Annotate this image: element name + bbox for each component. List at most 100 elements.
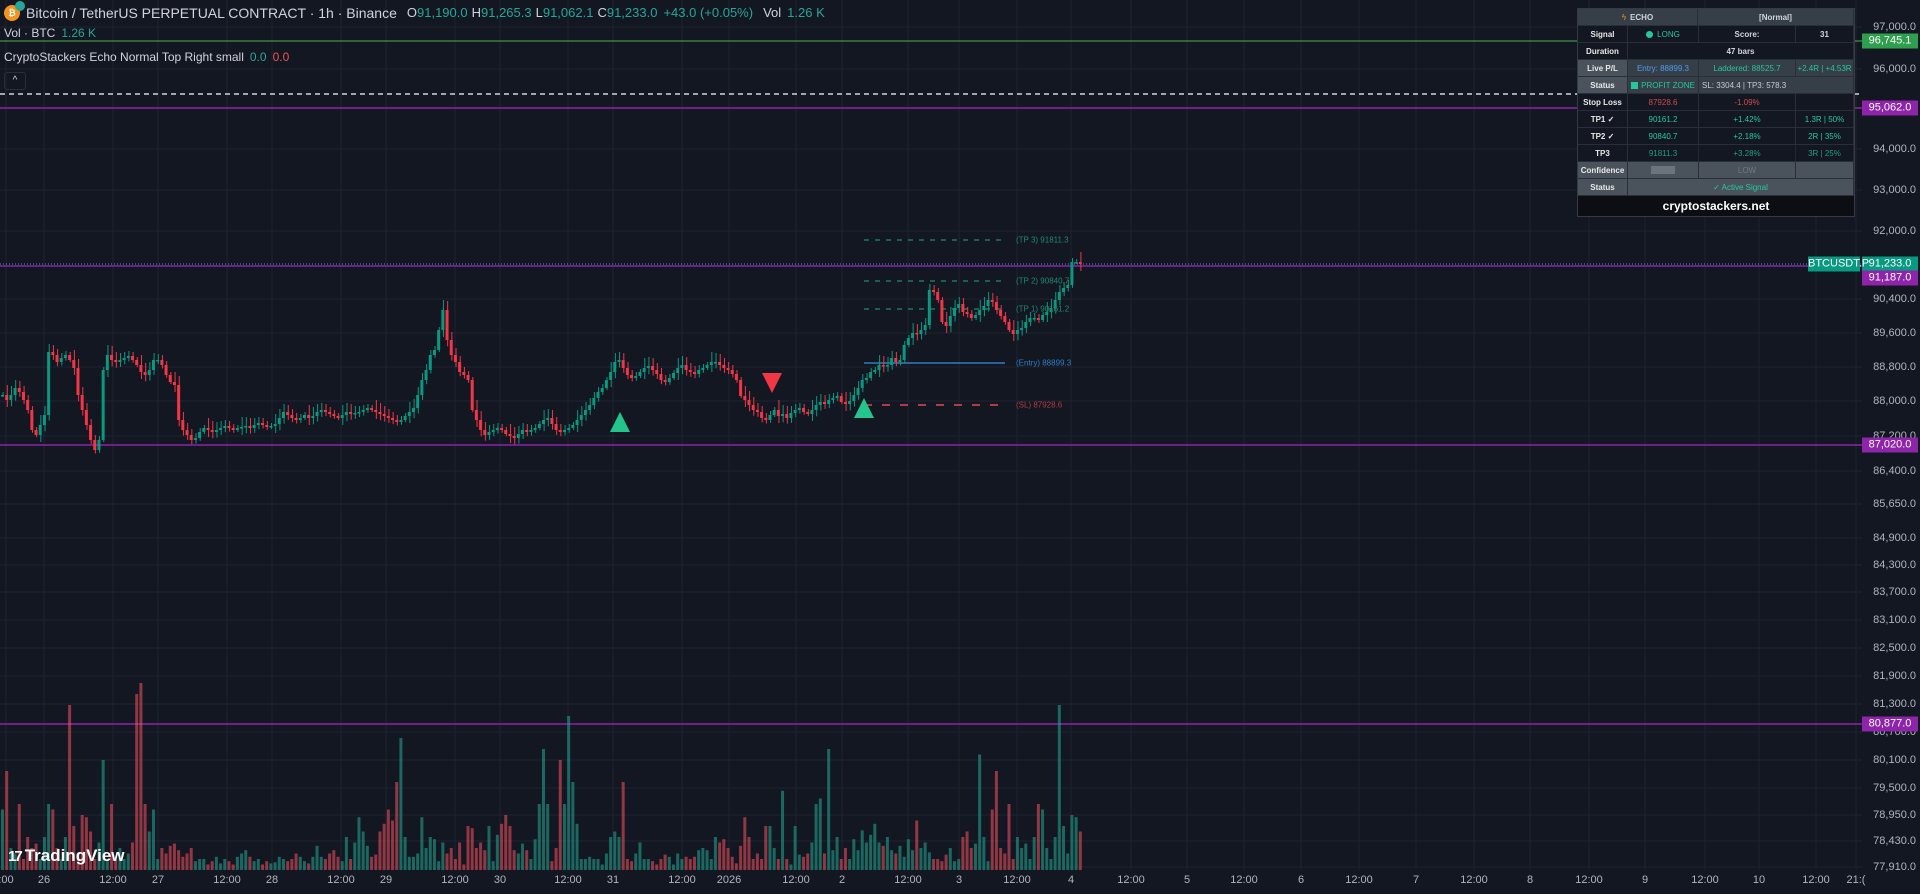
signal-value: LONG [1657,29,1680,39]
collapse-legend-button[interactable]: ^ [4,72,26,90]
tp-cell: +1.42% [1699,111,1796,127]
echo-indicator-row[interactable]: CryptoStackers Echo Normal Top Right sma… [4,48,825,66]
price-tick: 77,910.0 [1873,861,1916,873]
echo-signal-panel: ϟ ECHO [Normal] Signal LONG Score: 31 Dur… [1577,8,1855,217]
panel-header-row: ϟ ECHO [Normal] [1578,9,1854,26]
entry-text: Entry: 88899.3 [1628,60,1699,76]
stoploss-value: 87928.6 [1628,94,1699,110]
price-tick: 83,100.0 [1873,614,1916,626]
volume-indicator-row[interactable]: Vol · BTC 1.26 K [4,24,825,42]
duration-label: Duration [1578,43,1628,59]
tp-cell: +2.18% [1699,128,1796,144]
price-level-tag: 95,062.0 [1862,100,1918,116]
price-tick: 80,100.0 [1873,754,1916,766]
status2-label: Status [1578,179,1628,195]
price-level-tag: 91,187.0 [1862,270,1918,286]
time-tick: 12:00 [1117,874,1145,886]
time-tick: 2026 [716,874,742,886]
symbol-title[interactable]: Bitcoin / TetherUS PERPETUAL CONTRACT · … [26,5,397,21]
time-tick: 12:00 [894,874,922,886]
ohlc-value: 91,062.1 [542,5,594,20]
time-tick: 12:00 [213,874,241,886]
ohlc-key: C [597,5,607,20]
tp-cell: 90161.2 [1628,111,1699,127]
price-chart-canvas[interactable] [0,0,1862,870]
tp-cell: +3.28% [1699,145,1796,161]
time-tick: 7 [1412,874,1420,886]
price-tick: 86,400.0 [1873,465,1916,477]
time-tick: 12:00 [1460,874,1488,886]
panel-footer-link[interactable]: cryptostackers.net [1578,196,1854,216]
score-value: 31 [1796,26,1854,42]
tradingview-logo-text: TradingView [24,846,125,865]
chart-area[interactable] [0,0,1862,870]
chart-legend: ₿ Bitcoin / TetherUS PERPETUAL CONTRACT … [4,1,825,90]
price-tick: 85,650.0 [1873,498,1916,510]
ohlc-values: O91,190.0 H91,265.3 L91,062.1 C91,233.0 [403,4,658,22]
price-axis[interactable]: 97,000.0 96,000.0 94,000.0 93,000.0 92,000.0… [1862,0,1920,873]
ohlc-value: 91,265.3 [481,5,532,20]
panel-title: ECHO [1630,12,1654,22]
bitcoin-icon: ₿ [4,1,25,21]
price-tick: 97,000.0 [1873,21,1916,33]
ohlc-key: H [471,5,481,20]
tp-row: TP1 ✓ 90161.2 +1.42% 1.3R | 50% [1578,111,1854,128]
confidence-label: Confidence [1578,162,1628,178]
tp-row: TP2 ✓ 90840.7 +2.18% 2R | 35% [1578,128,1854,145]
price-tick: 88,800.0 [1873,361,1916,373]
time-tick: 12:00 [1802,874,1830,886]
price-tick: 88,000.0 [1873,395,1916,407]
ohlc-key: L [535,5,543,20]
checkbox-icon [1631,81,1639,89]
status-label: Status [1578,77,1628,93]
time-tick: 9 [1641,874,1649,886]
time-tick: 26 [37,874,51,886]
confidence-bar [1651,166,1675,174]
time-tick: 21:( [1846,874,1866,886]
status-row: Status PROFIT ZONE SL: 3304.4 | TP3: 578… [1578,77,1854,94]
tradingview-logo[interactable]: 17 TradingView [8,846,125,866]
price-tick: 81,300.0 [1873,698,1916,710]
lightning-icon: ϟ [1621,12,1627,22]
tp2-label: (TP 2) 90840.7 [1016,276,1070,286]
status-value: PROFIT ZONE [1641,80,1695,90]
time-tick: 12:00 [1345,874,1373,886]
price-tick: 81,900.0 [1873,670,1916,682]
price-level-tag: 87,020.0 [1862,437,1918,453]
sl-label: (SL) 87928.6 [1016,400,1063,410]
panel-mode: [Normal] [1759,12,1792,22]
stoploss-row: Stop Loss 87928.6 -1.09% [1578,94,1854,111]
price-tick: 78,430.0 [1873,835,1916,847]
tp-cell: 2R | 35% [1796,128,1854,144]
symbol-row: ₿ Bitcoin / TetherUS PERPETUAL CONTRACT … [4,1,825,22]
status2-row: Status ✓ Active Signal [1578,179,1854,196]
price-tick: 78,950.0 [1873,809,1916,821]
time-tick: 6 [1297,874,1305,886]
chevron-up-icon: ^ [12,75,18,86]
tp-cell: 91811.3 [1628,145,1699,161]
time-tick: 12:00 [99,874,127,886]
tp-row: TP3 91811.3 +3.28% 3R | 25% [1578,145,1854,162]
price-tick: 83,700.0 [1873,586,1916,598]
vol-label: Vol [763,5,782,20]
price-tick: 84,900.0 [1873,532,1916,544]
price-level-tag: 96,745.1 [1862,33,1918,49]
volume-indicator-label: Vol · BTC [4,26,56,40]
laddered-text: Laddered: 88525.7 [1699,60,1796,76]
status2-value: ✓ Active Signal [1628,179,1854,195]
price-tick: 79,500.0 [1873,782,1916,794]
time-tick: 12:00 [441,874,469,886]
live-pl-row: Live P/L Entry: 88899.3 Laddered: 88525.… [1578,60,1854,77]
price-level-tag: 80,877.0 [1862,716,1918,732]
entry-label: (Entry) 88899.3 [1016,358,1072,368]
tradingview-logo-icon: 17 [8,847,23,865]
ohlc-key: O [406,5,417,20]
time-tick: 5 [1183,874,1191,886]
time-tick: 29 [379,874,393,886]
stoploss-label: Stop Loss [1578,94,1628,110]
time-tick: 3 [955,874,963,886]
time-axis[interactable]: :002612:002712:002812:002912:003012:0031… [0,870,1920,894]
ohlc-value: 91,233.0 [606,5,658,20]
price-tick: 84,300.0 [1873,559,1916,571]
echo-indicator-label: CryptoStackers Echo Normal Top Right sma… [4,50,244,64]
